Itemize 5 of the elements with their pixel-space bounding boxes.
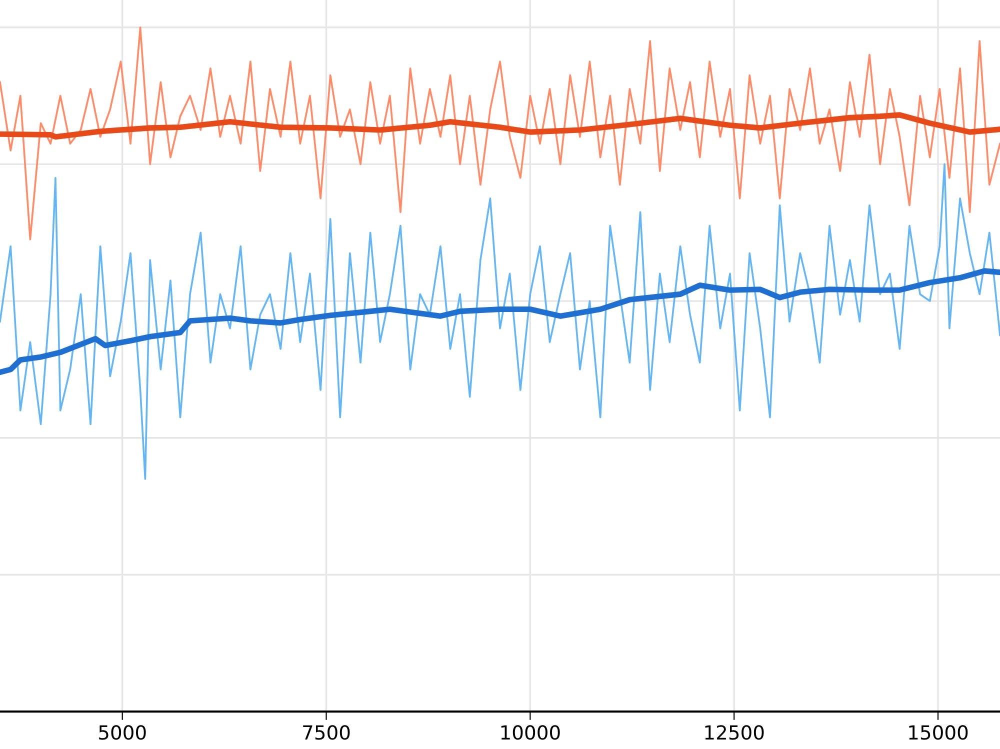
x-tick-label: 10000 bbox=[501, 725, 560, 740]
x-tick-label: 15000 bbox=[909, 725, 968, 740]
x-tick-label: 12500 bbox=[705, 725, 764, 740]
x-tick-label: 7500 bbox=[303, 725, 350, 740]
x-tick-label: 5000 bbox=[99, 725, 146, 740]
